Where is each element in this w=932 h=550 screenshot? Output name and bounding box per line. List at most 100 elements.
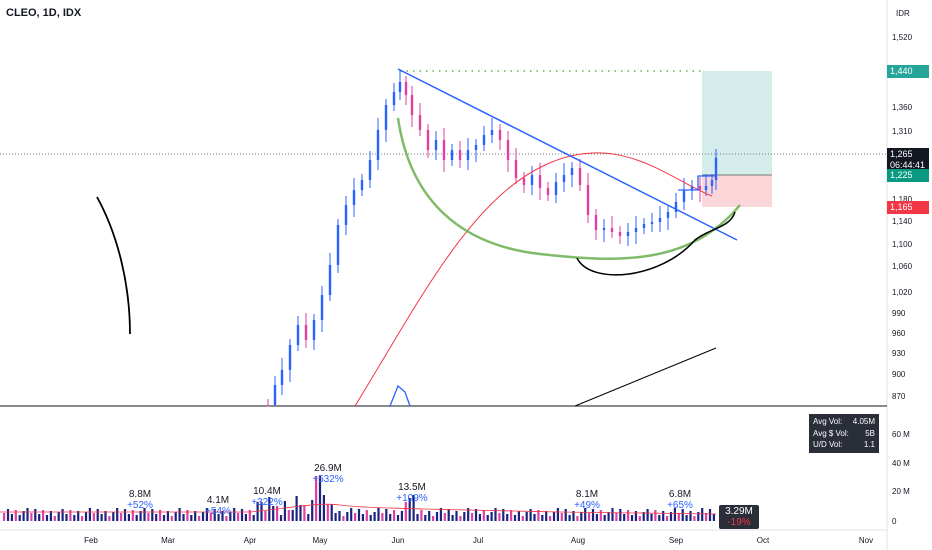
price-axis: 1,520 1,360 1,310 1,180 1,140 1,100 1,060 1,020… — [892, 33, 913, 401]
candle-body — [594, 215, 598, 230]
volume-annotation-value: 4.1M — [207, 495, 229, 506]
candle-body — [434, 140, 438, 150]
time-tick: Mar — [161, 536, 175, 545]
candle-body — [280, 370, 284, 385]
candle-body — [618, 232, 622, 236]
volume-bar — [42, 510, 45, 521]
volume-bar — [432, 516, 435, 521]
volume-bar — [447, 509, 450, 521]
price-tick: 990 — [892, 309, 906, 318]
candle-body — [474, 145, 478, 150]
volume-bar — [385, 509, 388, 521]
volume-bar — [322, 495, 325, 521]
handle-curve — [576, 211, 736, 276]
candle-body — [578, 168, 582, 185]
volume-bar — [478, 514, 481, 521]
volume-bar — [525, 512, 528, 521]
volume-bar — [471, 513, 474, 521]
volume-bar — [73, 515, 76, 521]
volume-bar — [393, 510, 396, 521]
volume-bar — [143, 508, 146, 521]
volume-bar — [315, 476, 318, 521]
volume-bar — [22, 511, 25, 521]
volume-bar — [521, 516, 524, 521]
candle-body — [442, 140, 446, 160]
volume-bar — [646, 509, 649, 521]
volume-bar — [350, 508, 353, 521]
volume-bar — [513, 515, 517, 521]
volume-bar — [198, 516, 201, 521]
candle-body — [690, 186, 694, 190]
candle-body — [273, 385, 277, 405]
volume-bar — [3, 513, 6, 521]
volume-bar — [338, 511, 341, 521]
volume-bar — [10, 514, 13, 521]
price-tick: 900 — [892, 370, 906, 379]
volume-bar — [53, 516, 56, 521]
volume-bar — [564, 509, 567, 521]
volume-bar — [151, 509, 154, 521]
cup-pattern-curve — [396, 117, 741, 260]
volume-bar — [517, 511, 520, 521]
volume-bar — [139, 511, 142, 521]
volume-bar — [248, 510, 251, 521]
volume-tick: 20 M — [892, 487, 910, 496]
volume-bar — [549, 516, 552, 521]
stat-row: U/D Vol: 1.1 — [813, 440, 875, 449]
volume-bar — [166, 511, 169, 521]
volume-bar — [240, 509, 244, 521]
volume-bar — [560, 513, 563, 521]
candle-body — [658, 218, 662, 222]
candle-body — [710, 180, 714, 186]
lower-marker — [389, 384, 411, 407]
time-tick: Sep — [669, 536, 684, 545]
loss-zone — [702, 175, 772, 207]
volume-bar — [104, 511, 107, 521]
volume-bar — [365, 510, 368, 521]
volume-bar — [697, 512, 700, 521]
volume-bar — [311, 500, 314, 521]
volume-bar — [552, 512, 556, 521]
candle-body — [336, 225, 340, 265]
volume-bar — [201, 512, 205, 521]
volume-bar — [49, 511, 52, 521]
candle-body — [482, 135, 486, 145]
candle-body — [304, 325, 308, 340]
volume-bar — [627, 510, 630, 521]
volume-bar — [611, 508, 614, 521]
volume-bar — [389, 514, 392, 521]
price-tick: 870 — [892, 392, 906, 401]
volume-annotation-change: +109% — [396, 493, 428, 504]
volume-bar — [705, 513, 708, 521]
candle-body — [426, 130, 430, 150]
candles — [266, 70, 718, 407]
volume-bar — [654, 510, 657, 521]
volume-annotations: 8.8M+52% 4.1M+54% 10.4M+322% 26.9M+532% 13.5… — [127, 463, 693, 517]
volume-annotation-value: 26.9M — [314, 463, 342, 474]
volume-bar — [377, 508, 380, 521]
price-tick: 1,360 — [892, 103, 913, 112]
price-tick: 1,180 — [892, 195, 913, 204]
volume-bar — [584, 508, 587, 521]
time-tick: Oct — [757, 536, 770, 545]
candle-body — [392, 92, 396, 105]
volume-bar — [490, 512, 493, 521]
candle-body — [546, 188, 550, 195]
volume-bar — [529, 509, 532, 521]
volume-bar — [642, 512, 645, 521]
volume-annotation-value: 10.4M — [253, 486, 281, 497]
volume-bar — [346, 512, 349, 521]
volume-bar — [147, 513, 150, 521]
volume-bar — [537, 510, 540, 521]
candle-body — [650, 222, 654, 224]
volume-bar — [630, 515, 634, 521]
entry-price-badge: 1,225 — [887, 168, 929, 182]
volume-bar — [361, 514, 364, 521]
volume-bar — [502, 509, 505, 521]
volume-axis: 60 M 40 M 20 M 0 — [892, 430, 910, 526]
candle-body — [458, 150, 462, 160]
volume-bar — [381, 513, 384, 521]
candle-body — [296, 325, 300, 345]
candle-body — [538, 175, 542, 188]
